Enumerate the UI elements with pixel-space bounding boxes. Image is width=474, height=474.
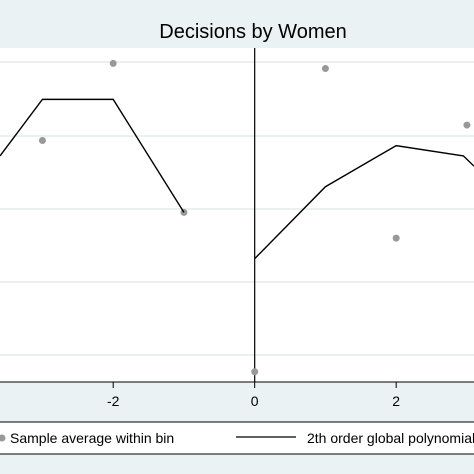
bin-average-point-6 xyxy=(463,121,471,129)
x-tick-label-0: -2 xyxy=(107,393,120,409)
bin-average-point-5 xyxy=(392,234,400,242)
bin-average-point-0 xyxy=(38,136,46,144)
x-tick-label-2: 2 xyxy=(392,393,400,409)
plot-marks xyxy=(0,59,474,376)
grid xyxy=(0,61,474,356)
bin-average-point-4 xyxy=(321,65,329,73)
legend-label-line: 2th order global polynomial xyxy=(307,430,474,446)
bin-average-point-1 xyxy=(109,59,117,67)
x-axis: -2 0 2 xyxy=(107,382,400,409)
x-tick-label-1: 0 xyxy=(251,393,259,409)
legend-point-marker xyxy=(0,434,6,442)
bin-average-point-3 xyxy=(251,368,259,376)
legend-label-points: Sample average within bin xyxy=(10,430,174,446)
fit-line-segment-1 xyxy=(254,144,474,260)
fit-line-segment-0 xyxy=(0,98,185,213)
plot-area xyxy=(0,48,474,382)
legend-box xyxy=(0,421,474,455)
chart-title: Decisions by Women xyxy=(159,21,346,43)
